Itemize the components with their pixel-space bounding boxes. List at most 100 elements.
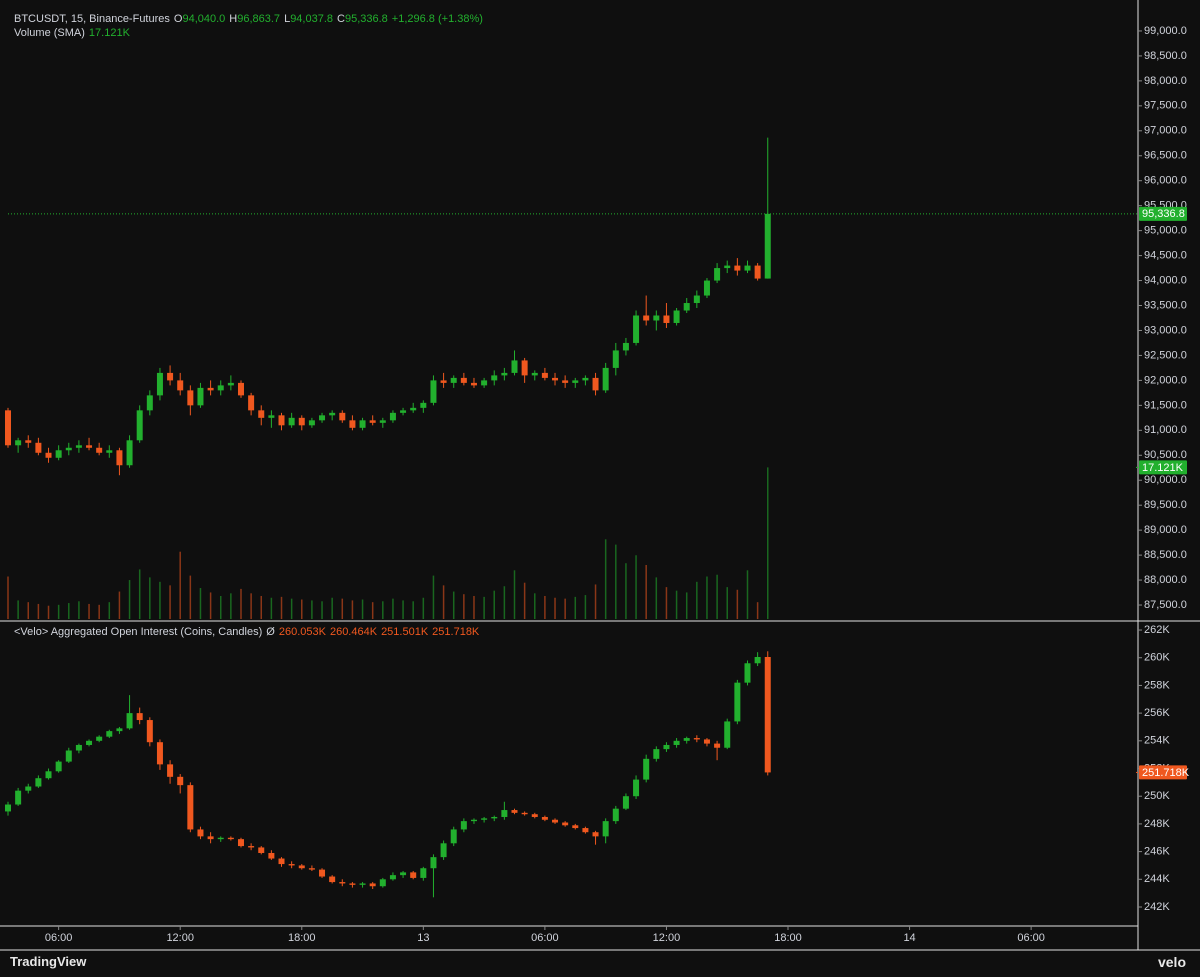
candle-body (470, 819, 477, 822)
candle-body (440, 843, 447, 858)
change: +1,296.8 (+1.38%) (391, 13, 483, 25)
candle-body (136, 713, 143, 721)
x-tick-label: 06:00 (45, 932, 73, 944)
candle-body (703, 739, 710, 744)
volume-bar (716, 574, 718, 619)
candle-body (248, 395, 255, 411)
y-tick-label: 96,500.0 (1144, 150, 1187, 162)
candle-body (156, 372, 163, 396)
candle-body (724, 265, 731, 269)
volume-bar (290, 598, 293, 619)
field-key: O (173, 13, 183, 25)
volume-bar (108, 602, 111, 619)
last-price-label-box (1139, 206, 1187, 221)
candle-body (410, 407, 417, 411)
candle-body (25, 440, 32, 443)
candle-body (460, 377, 467, 383)
candle-body (227, 382, 234, 386)
candle-body (187, 785, 194, 830)
volume-bar (240, 588, 242, 619)
volume-bar (422, 597, 425, 619)
x-tick-label: 18:00 (288, 932, 316, 944)
y-tick-label: 262K (1144, 624, 1170, 636)
volume-bar (189, 575, 192, 619)
candle-body (75, 744, 82, 751)
candle-body (693, 295, 700, 304)
volume-bar (564, 598, 566, 619)
candle-body (562, 380, 569, 383)
candle-body (724, 721, 731, 748)
oi-value: 251.501K (381, 626, 429, 638)
candle-body (562, 822, 569, 826)
volume-bar (270, 597, 273, 619)
volume-bar (382, 601, 384, 619)
price-legend: BTCUSDT, 15, Binance-Futures O94,040.0 H96… (14, 13, 487, 25)
oi-symbol: Ø (266, 626, 275, 638)
volume-bar (432, 575, 435, 619)
candle-body (329, 412, 336, 416)
candle-body (359, 883, 366, 885)
last-oi-label-box (1139, 765, 1187, 780)
candle-body (531, 372, 538, 376)
candle-body (714, 743, 721, 748)
candle-body (207, 387, 214, 391)
candle-body (339, 412, 346, 421)
candle-body (298, 417, 305, 426)
symbol: BTCUSDT, 15, Binance-Futures (14, 13, 170, 25)
volume-bar (371, 602, 374, 619)
volume-bar (604, 539, 607, 619)
candle-body (450, 829, 457, 844)
volume-bar (665, 587, 668, 619)
candle-body (693, 738, 700, 740)
volume-bar (392, 598, 394, 619)
candle-body (136, 410, 143, 441)
candle-body (319, 869, 326, 877)
y-tick-label: 91,500.0 (1144, 399, 1187, 411)
x-tick-label: 12:00 (653, 932, 681, 944)
candle-body (278, 858, 285, 865)
candle-body (197, 829, 204, 837)
y-tick-label: 93,000.0 (1144, 324, 1187, 336)
y-tick-label: 88,000.0 (1144, 574, 1187, 586)
candle-body (572, 825, 579, 829)
candle-body (116, 728, 123, 732)
candle-body (389, 875, 396, 880)
candle-body (187, 390, 194, 406)
volume-bar (47, 605, 50, 619)
volume-bar (351, 600, 354, 619)
candle-body (268, 415, 275, 418)
candle-body (450, 377, 457, 383)
candle-body (15, 440, 22, 446)
candle-body (126, 440, 133, 466)
candle-body (643, 758, 650, 780)
candle-body (126, 713, 133, 729)
candle-body (308, 868, 315, 870)
volume-bar (311, 600, 313, 619)
volume-bar (544, 595, 546, 619)
candle-body (633, 315, 640, 343)
candle-body (430, 380, 437, 403)
oi-value: 251.718K (432, 626, 480, 638)
candle-body (683, 303, 690, 311)
candle-body (177, 380, 184, 391)
candle-body (491, 816, 498, 819)
candle-body (643, 315, 650, 321)
volume-bar (452, 591, 455, 619)
candle-body (511, 360, 518, 373)
candle-body (663, 744, 670, 750)
volume-title: Volume (SMA) (14, 27, 85, 39)
volume-bar (301, 599, 303, 619)
candle-body (379, 420, 386, 423)
y-tick-label: 90,000.0 (1144, 474, 1187, 486)
candle-body (45, 452, 52, 458)
y-tick-label: 246K (1144, 846, 1170, 858)
candle-body (146, 395, 153, 411)
volume-bar (402, 600, 404, 619)
volume-bar (159, 581, 161, 619)
candle-body (602, 367, 609, 391)
candle-body (612, 350, 619, 368)
volume-bar (696, 581, 698, 619)
volume-bar (534, 593, 536, 619)
y-tick-label: 98,500.0 (1144, 50, 1187, 62)
candle-body (268, 852, 275, 859)
